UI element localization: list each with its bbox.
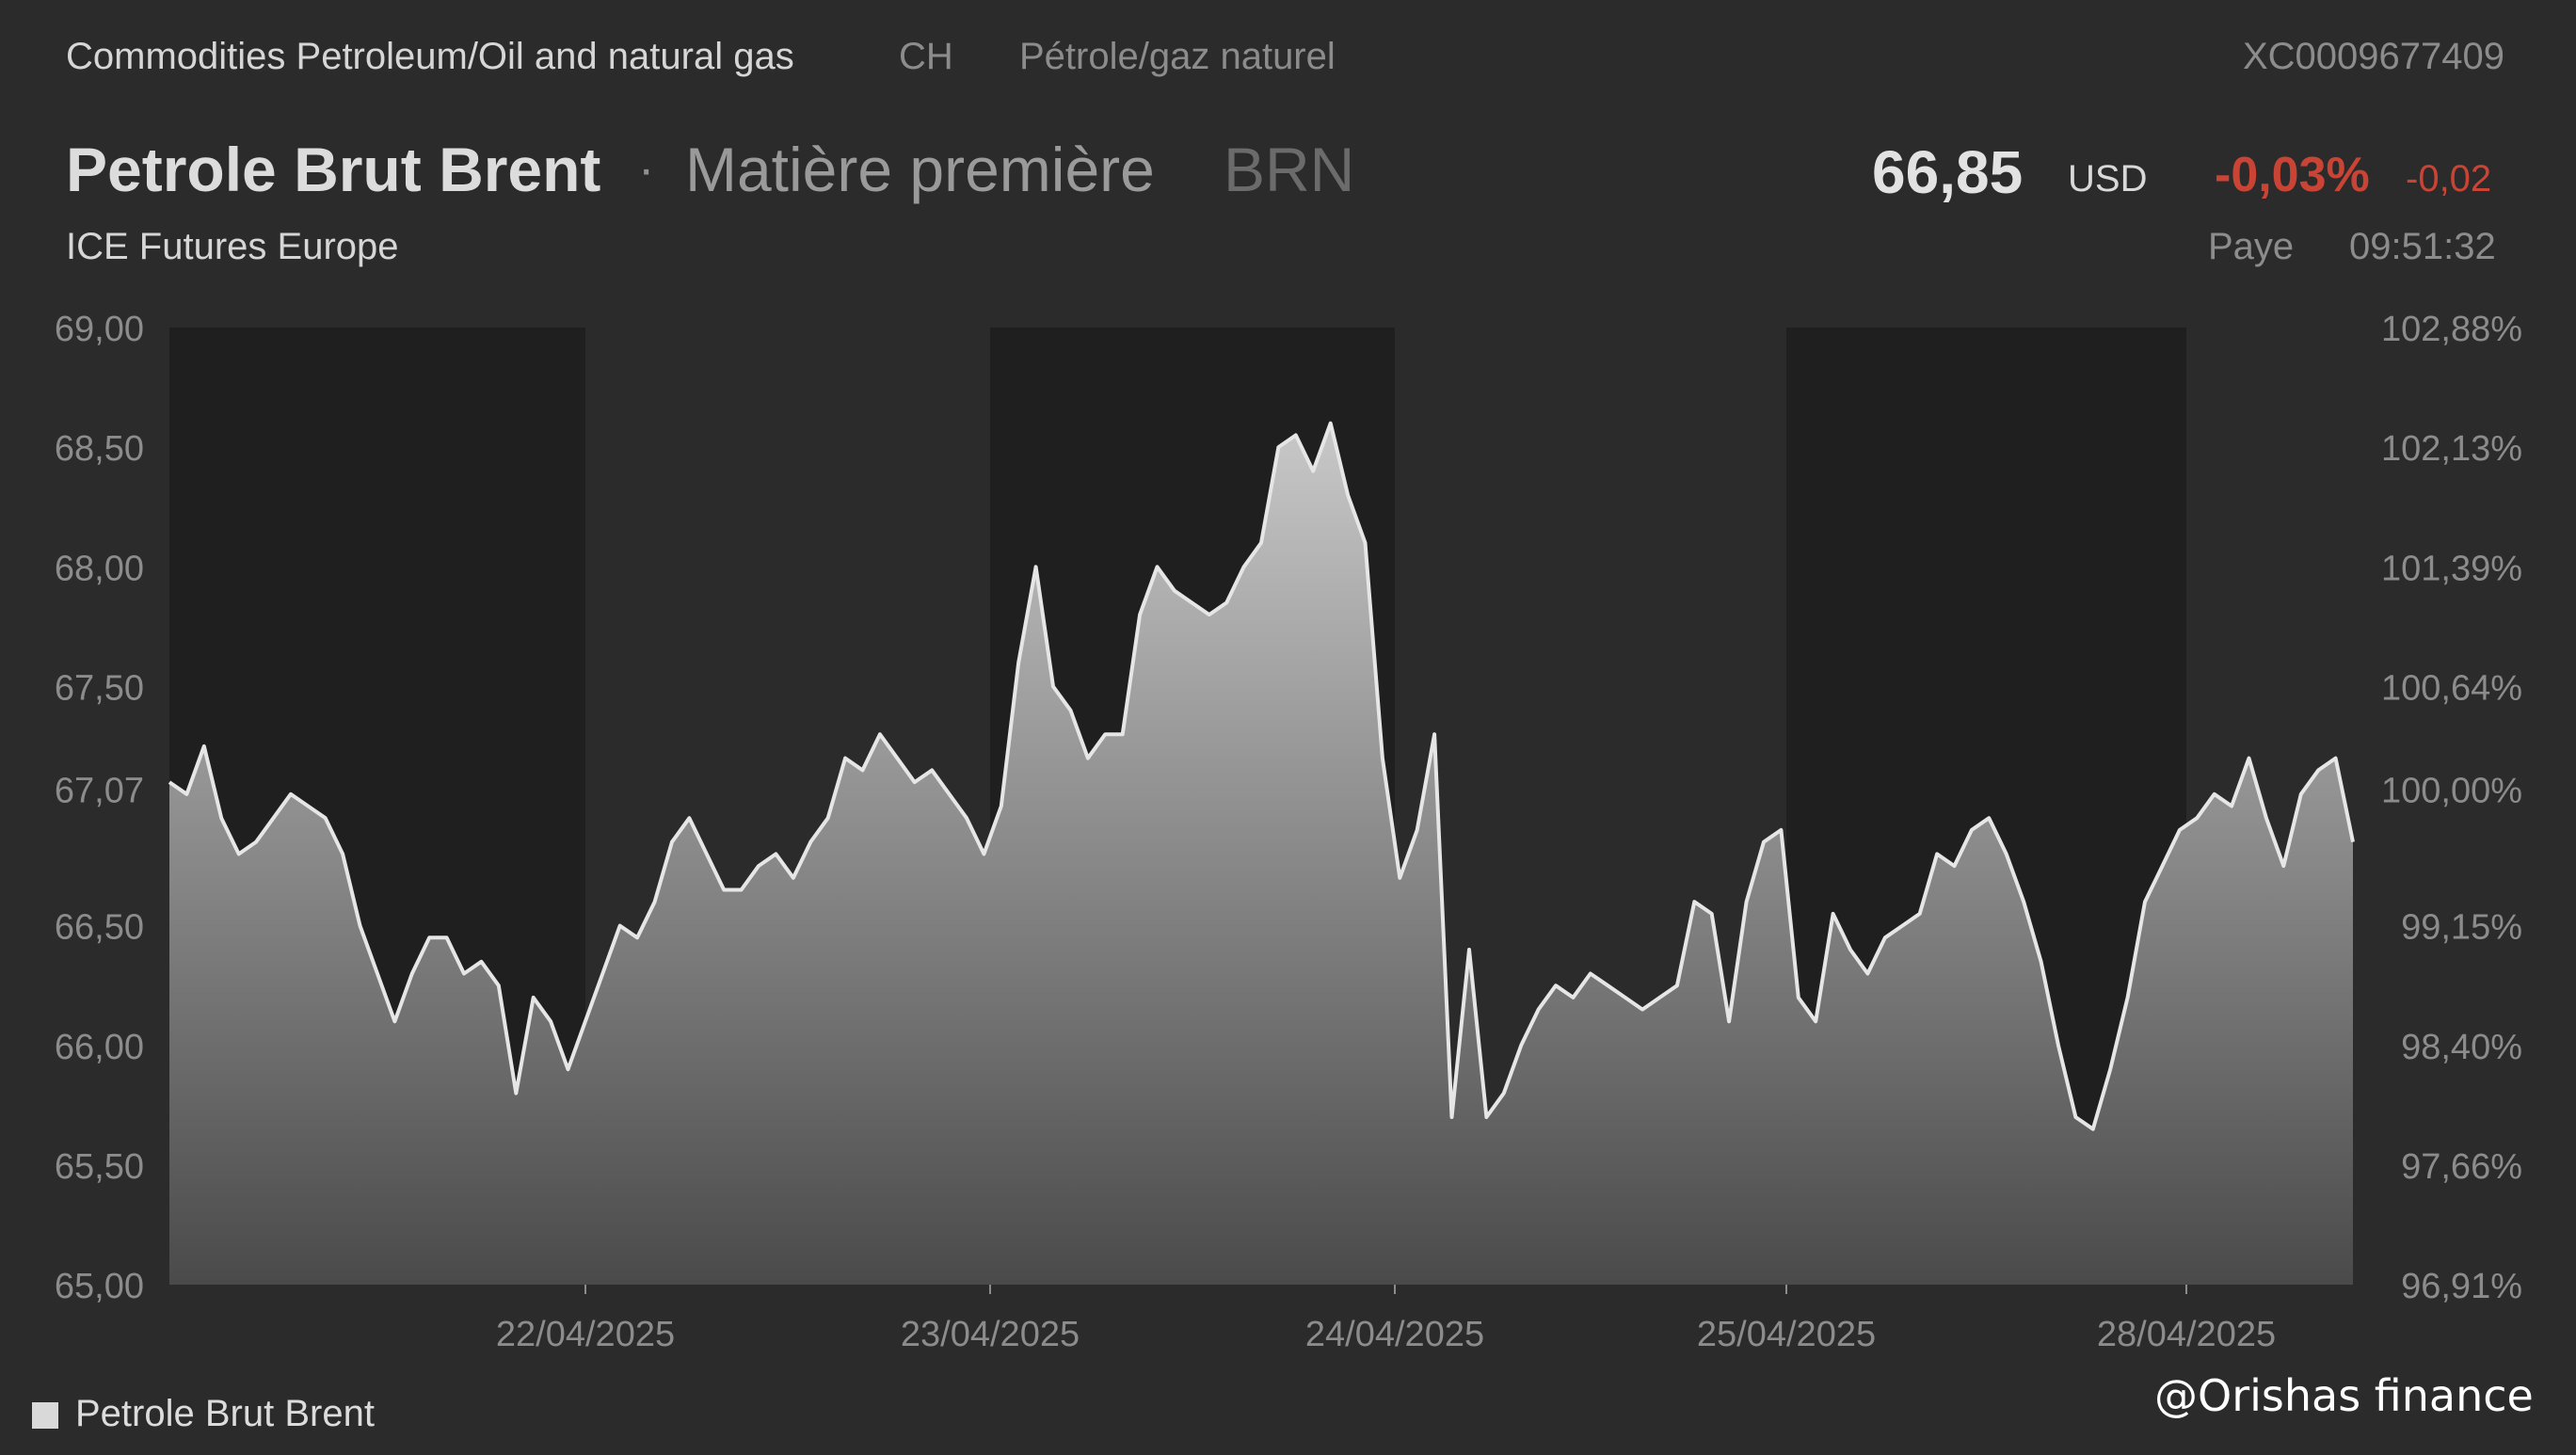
y-tick-label-left: 66,50 [55, 908, 144, 948]
y-axis-left: 69,00 68,50 68,00 67,50 67,07 66,50 66,00 65,50… [55, 310, 144, 1306]
x-tick-marks [584, 1285, 2187, 1294]
y-tick-label-right: 100,64% [2381, 668, 2522, 708]
market-status: Paye [2208, 226, 2295, 267]
price-area-fill [169, 423, 2353, 1285]
y-tick-label-right: 102,13% [2381, 429, 2522, 469]
ticker-symbol: BRN [1224, 135, 1355, 204]
last-price: 66,85 [1872, 138, 2024, 206]
category-label-fr: Pétrole/gaz naturel [1019, 36, 1336, 77]
exchange-name: ICE Futures Europe [66, 226, 399, 267]
title-separator: · [638, 142, 655, 197]
y-tick-label-right: 98,40% [2401, 1028, 2522, 1067]
x-tick-label: 23/04/2025 [901, 1315, 1080, 1354]
y-tick-label-right: 102,88% [2381, 310, 2522, 349]
category-label: Commodities Petroleum/Oil and natural ga… [66, 36, 794, 77]
x-tick-label: 22/04/2025 [496, 1315, 675, 1354]
isin-code: XC0009677409 [2242, 36, 2504, 77]
y-tick-label-left: 65,00 [55, 1267, 144, 1306]
y-tick-label-left: 68,50 [55, 429, 144, 469]
y-tick-label-left: 67,50 [55, 668, 144, 708]
x-tick-label: 28/04/2025 [2097, 1315, 2276, 1354]
legend-swatch [32, 1402, 58, 1429]
y-tick-label-right: 100,00% [2381, 772, 2522, 811]
change-absolute: -0,02 [2406, 158, 2492, 200]
change-percent: -0,03% [2215, 148, 2370, 202]
x-axis: 22/04/2025 23/04/2025 24/04/2025 25/04/2025… [496, 1315, 2276, 1354]
y-tick-label-right: 101,39% [2381, 549, 2522, 588]
price-currency: USD [2068, 158, 2148, 200]
instrument-title: Petrole Brut Brent [66, 135, 601, 204]
country-code: CH [899, 36, 953, 77]
y-tick-label-left: 66,00 [55, 1028, 144, 1067]
legend-label[interactable]: Petrole Brut Brent [75, 1393, 375, 1434]
y-tick-label-right: 99,15% [2401, 908, 2522, 948]
x-tick-label: 24/04/2025 [1305, 1315, 1484, 1354]
y-tick-label-left: 69,00 [55, 310, 144, 349]
watermark: @Orishas finance [2154, 1370, 2534, 1421]
y-tick-label-left: 68,00 [55, 549, 144, 588]
quote-time: 09:51:32 [2349, 226, 2496, 267]
y-tick-label-right: 96,91% [2401, 1267, 2522, 1306]
price-line [168, 421, 2355, 1131]
asset-type: Matière première [685, 135, 1155, 204]
y-tick-label-left: 65,50 [55, 1147, 144, 1187]
y-tick-label-left: 67,07 [55, 772, 144, 811]
x-tick-label: 25/04/2025 [1697, 1315, 1876, 1354]
y-axis-right: 102,88% 102,13% 101,39% 100,64% 100,00% 99,15… [2381, 310, 2522, 1306]
y-tick-label-right: 97,66% [2401, 1147, 2522, 1187]
